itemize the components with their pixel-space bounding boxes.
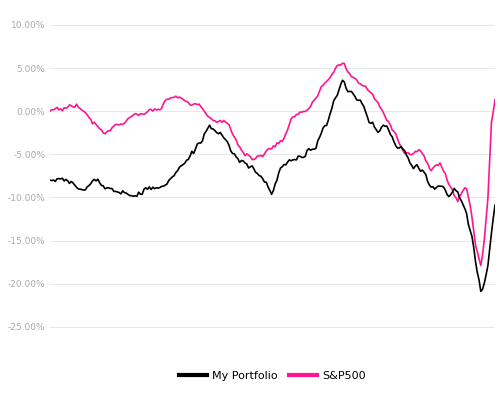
Legend: My Portfolio, S&P500: My Portfolio, S&P500	[174, 366, 370, 385]
